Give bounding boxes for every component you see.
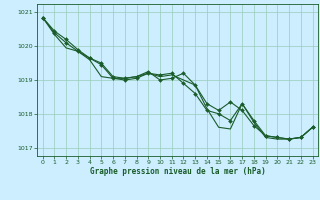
X-axis label: Graphe pression niveau de la mer (hPa): Graphe pression niveau de la mer (hPa) — [90, 167, 266, 176]
